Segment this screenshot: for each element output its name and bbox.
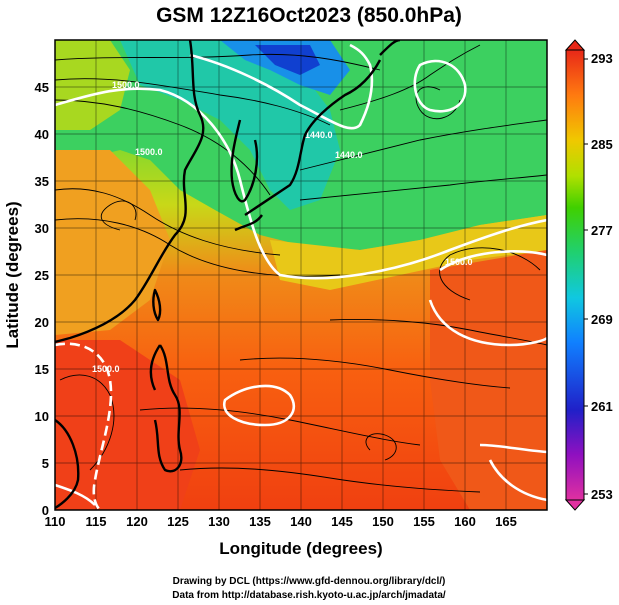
- x-tick-150: 150: [372, 514, 394, 529]
- cold-core-inner: [255, 45, 320, 75]
- height-contours: [55, 43, 547, 510]
- northwest-yellow: [55, 40, 130, 130]
- colorbar-tick-293: 293: [591, 51, 613, 66]
- x-tick-160: 160: [454, 514, 476, 529]
- luzon-coast: [149, 344, 161, 391]
- korea-coast: [230, 119, 259, 203]
- japan-coast: [244, 59, 382, 216]
- y-tick-5: 5: [42, 456, 49, 471]
- y-tick-40: 40: [35, 127, 49, 142]
- y-axis-label: Latitude (degrees): [3, 201, 22, 348]
- y-tick-25: 25: [35, 268, 49, 283]
- x-tick-140: 140: [290, 514, 312, 529]
- colorbar-tick-285: 285: [591, 137, 613, 152]
- contour-label-4: 1500.0: [92, 364, 120, 374]
- x-tick-125: 125: [167, 514, 189, 529]
- colorbar-tick-261: 261: [591, 399, 613, 414]
- x-tick-115: 115: [86, 514, 107, 529]
- teal-region: [120, 40, 340, 210]
- y-tick-20: 20: [35, 315, 49, 330]
- colorbar: 293 285 277 269 261 253: [564, 39, 613, 511]
- colorbar-top-arrow: [564, 39, 586, 51]
- y-tick-35: 35: [35, 174, 49, 189]
- x-tick-145: 145: [331, 514, 353, 529]
- colorbar-tick-269: 269: [591, 312, 613, 327]
- warm-southeast: [430, 250, 547, 510]
- credit-data: Data from http://database.rish.kyoto-u.a…: [172, 590, 446, 601]
- contour-label-2: 1440.0: [305, 130, 333, 140]
- asia-mainland-coast: [55, 40, 205, 344]
- x-tick-120: 120: [126, 514, 148, 529]
- credit-drawing: Drawing by DCL (https://www.gfd-dennou.o…: [173, 576, 446, 587]
- taiwan-coast: [152, 288, 162, 322]
- kyushu-coast: [234, 214, 263, 232]
- colorbar-bottom-arrow: [564, 499, 586, 511]
- contour-label-1: 1500.0: [112, 80, 140, 90]
- x-tick-165: 165: [495, 514, 517, 529]
- x-tick-110: 110: [45, 514, 66, 529]
- contour-label-5: 1500.0: [135, 147, 163, 157]
- y-tick-10: 10: [35, 409, 49, 424]
- colorbar-tick-253: 253: [591, 487, 613, 502]
- contour-label-6: 1440.0: [335, 150, 363, 160]
- philippines-coast: [153, 344, 183, 473]
- y-tick-0: 0: [42, 503, 49, 518]
- x-tick-135: 135: [249, 514, 271, 529]
- x-tick-155: 155: [413, 514, 435, 529]
- y-tick-30: 30: [35, 221, 49, 236]
- coastlines: [55, 40, 401, 510]
- plot-frame: [54, 39, 548, 511]
- y-tick-15: 15: [35, 362, 49, 377]
- y-tick-45: 45: [35, 80, 49, 95]
- y-axis-ticks: 0 5 10 15 20 25 30 35 40 45: [35, 80, 49, 518]
- yellow-transition: [270, 215, 547, 290]
- indochina-coast: [55, 419, 80, 510]
- colorbar-body: [565, 49, 585, 501]
- x-axis-ticks: 110 115 120 125 130 135 140 145 150 155 …: [45, 514, 517, 529]
- x-axis-label: Longitude (degrees): [219, 539, 382, 558]
- x-tick-130: 130: [208, 514, 230, 529]
- contour-label-3: 1500.0: [445, 257, 473, 267]
- plot-title: GSM 12Z16Oct2023 (850.0hPa): [156, 4, 462, 27]
- contour-labels: 1500.0 1440.0 1500.0 1500.0 1500.0 1440.…: [92, 80, 473, 374]
- colorbar-tick-277: 277: [591, 223, 613, 238]
- grid-lines: [55, 40, 547, 510]
